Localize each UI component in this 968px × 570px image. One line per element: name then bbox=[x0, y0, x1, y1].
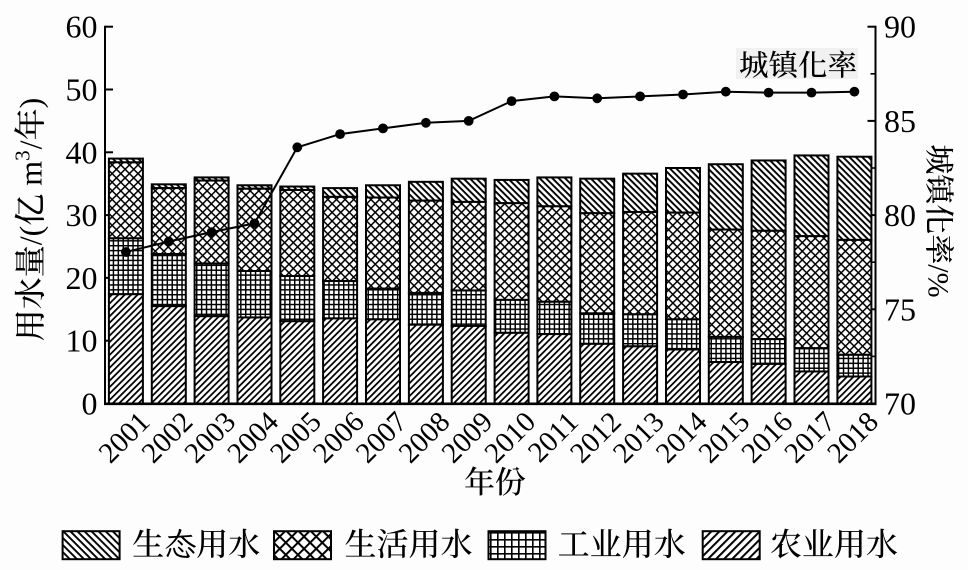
svg-text:85: 85 bbox=[884, 103, 916, 139]
svg-text:m: m bbox=[13, 161, 49, 186]
svg-text:0: 0 bbox=[82, 386, 98, 422]
svg-text:75: 75 bbox=[884, 291, 916, 327]
svg-text:80: 80 bbox=[884, 197, 916, 233]
svg-text:50: 50 bbox=[66, 72, 98, 108]
svg-text:/(: /( bbox=[13, 226, 49, 246]
svg-text:): ) bbox=[13, 98, 49, 109]
svg-text:/%: /% bbox=[922, 264, 955, 297]
svg-text:/: / bbox=[13, 140, 49, 149]
svg-text:40: 40 bbox=[66, 134, 98, 170]
svg-text:3: 3 bbox=[10, 150, 34, 161]
svg-text:30: 30 bbox=[66, 197, 98, 233]
svg-text:20: 20 bbox=[66, 260, 98, 296]
svg-text:10: 10 bbox=[66, 323, 98, 359]
svg-text:90: 90 bbox=[884, 9, 916, 45]
svg-text:70: 70 bbox=[884, 386, 916, 422]
svg-text:60: 60 bbox=[66, 9, 98, 45]
